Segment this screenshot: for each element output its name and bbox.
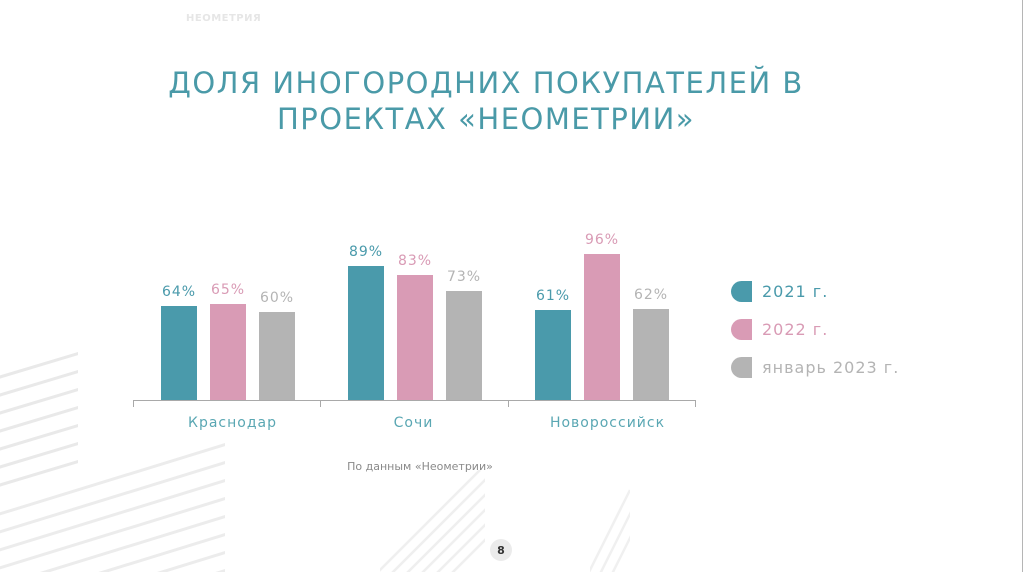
category-label-sochi: Сочи	[393, 415, 434, 431]
bar-2022	[210, 304, 246, 400]
slide-title: ДОЛЯ ИНОГОРОДНИХ ПОКУПАТЕЛЕЙ В ПРОЕКТАХ …	[0, 65, 972, 137]
category-label-krasnodar: Краснодар	[188, 415, 277, 431]
legend-label: 2022 г.	[762, 319, 829, 339]
page-number-badge: 8	[490, 539, 512, 561]
x-axis-tick	[320, 400, 321, 407]
legend-swatch-icon	[731, 356, 752, 378]
legend-label: 2021 г.	[762, 281, 829, 301]
legend-item-2022: 2022 г.	[731, 318, 899, 340]
slide-edge-line	[1022, 0, 1023, 572]
bar-jan-2023	[633, 309, 669, 400]
legend-swatch-icon	[731, 280, 752, 302]
bar-jan-2023	[446, 291, 482, 400]
category-label-novorossiysk: Новороссийск	[549, 415, 666, 431]
bar-2021	[161, 306, 197, 400]
x-axis-tick	[695, 400, 696, 407]
title-line-2: ПРОЕКТАХ «НЕОМЕТРИИ»	[276, 102, 696, 137]
source-note: По данным «Неометрии»	[347, 460, 493, 473]
title-line-1: ДОЛЯ ИНОГОРОДНИХ ПОКУПАТЕЛЕЙ В	[168, 66, 804, 101]
bar-value-label: 62%	[633, 287, 669, 303]
legend-item-2021: 2021 г.	[731, 280, 899, 302]
bar-jan-2023	[259, 312, 295, 400]
bar-2022	[397, 275, 433, 400]
x-axis-tick	[508, 400, 509, 407]
x-axis-line	[133, 400, 695, 401]
bar-value-label: 73%	[446, 269, 482, 285]
bar-value-label: 96%	[584, 232, 620, 248]
bar-value-label: 83%	[397, 253, 433, 269]
bar-value-label: 61%	[535, 288, 571, 304]
bar-value-label: 89%	[348, 244, 384, 260]
bar-2022	[584, 254, 620, 400]
bar-value-label: 60%	[259, 290, 295, 306]
legend-swatch-icon	[731, 318, 752, 340]
bar-2021	[348, 266, 384, 400]
bar-2021	[535, 310, 571, 400]
bar-value-label: 65%	[210, 282, 246, 298]
legend-item-jan-2023: январь 2023 г.	[731, 356, 900, 378]
x-axis-tick	[133, 400, 134, 407]
bar-value-label: 64%	[161, 284, 197, 300]
legend-label: январь 2023 г.	[762, 357, 900, 377]
brand-logo-text: НЕОМЕТРИЯ	[186, 13, 262, 24]
chart-legend: 2021 г. 2022 г. январь 2023 г.	[731, 280, 900, 395]
